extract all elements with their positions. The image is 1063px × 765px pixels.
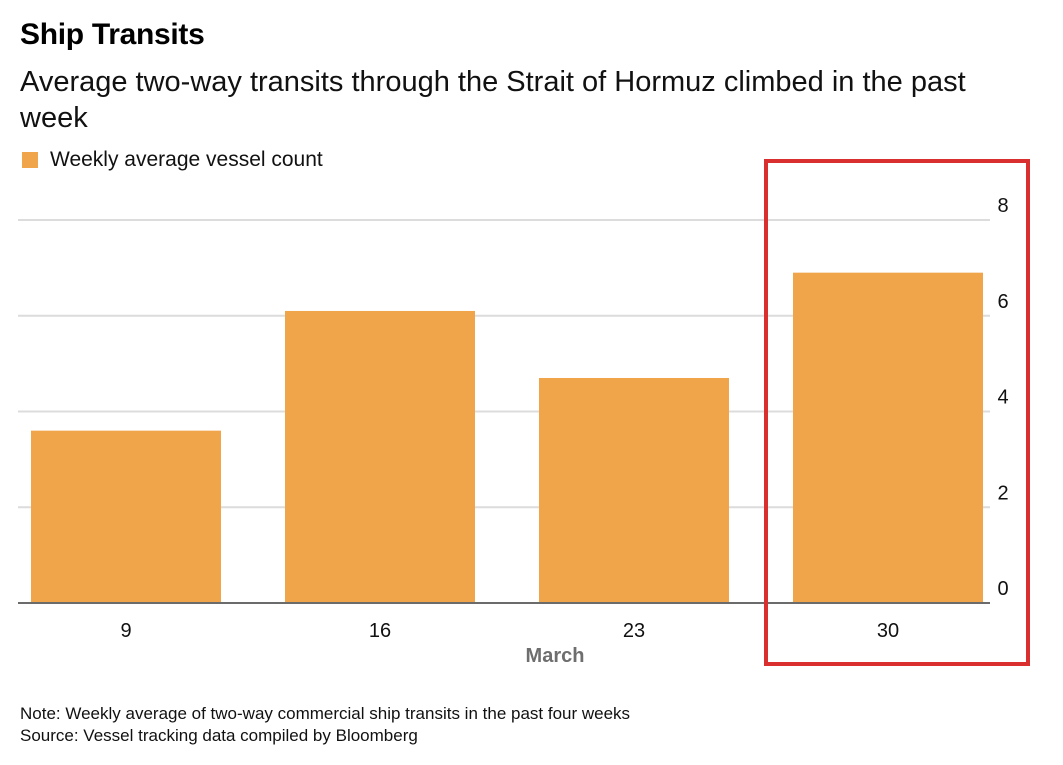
source-text: Source: Vessel tracking data compiled by… xyxy=(20,726,418,745)
y-axis-tick-labels: 0 2 4 6 8 xyxy=(997,195,1008,600)
y-tick-label: 6 xyxy=(997,291,1008,313)
y-tick-label: 8 xyxy=(997,195,1008,217)
bar-9 xyxy=(31,430,221,603)
bars xyxy=(31,272,983,603)
chart-subtitle: Average two-way transits through the Str… xyxy=(20,66,966,134)
chart-title: Ship Transits xyxy=(20,18,205,51)
x-tick-label: 9 xyxy=(120,620,131,642)
legend-swatch xyxy=(22,152,38,168)
y-tick-label: 0 xyxy=(997,578,1008,600)
bar-23 xyxy=(539,377,729,603)
y-tick-label: 2 xyxy=(997,482,1008,504)
footnotes: Note: Weekly average of two-way commerci… xyxy=(20,703,630,747)
x-tick-label: 30 xyxy=(877,620,899,642)
x-tick-label: 23 xyxy=(623,620,645,642)
x-axis-label: March xyxy=(526,645,585,667)
x-tick-label: 16 xyxy=(369,620,391,642)
highlight-box xyxy=(764,159,1030,666)
note-text: Note: Weekly average of two-way commerci… xyxy=(20,704,631,723)
x-axis-tick-labels: 9 16 23 30 xyxy=(120,620,899,642)
legend-label: Weekly average vessel count xyxy=(50,148,323,171)
bar-30 xyxy=(793,272,983,603)
bar-16 xyxy=(285,310,475,603)
y-tick-label: 4 xyxy=(997,387,1008,409)
legend: Weekly average vessel count xyxy=(22,148,323,172)
